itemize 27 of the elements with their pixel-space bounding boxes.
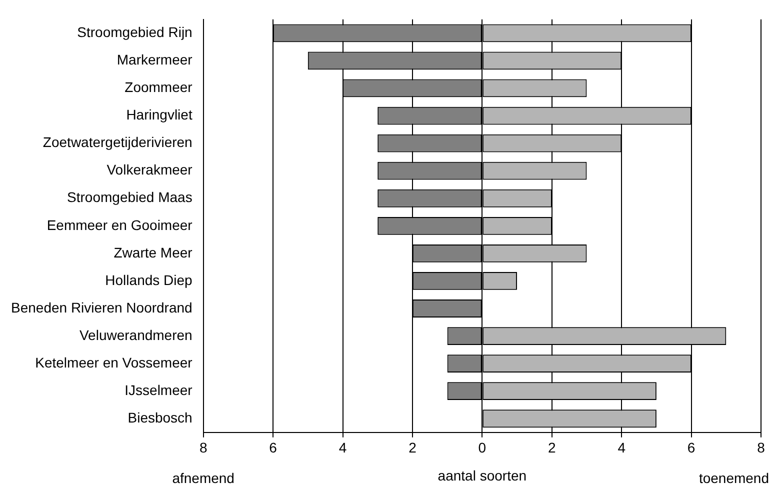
y-tick-label: Beneden Rivieren Noordrand (10, 299, 192, 316)
y-tick-label: Biesbosch (128, 409, 192, 426)
x-axis-title: aantal soorten (438, 467, 527, 484)
x-tick-label: 4 (338, 440, 347, 456)
x-tick-label: 8 (199, 440, 208, 456)
y-tick-label: Ketelmeer en Vossemeer (35, 354, 193, 370)
y-tick-label: Stroomgebied Rijn (77, 24, 192, 40)
y-tick-label: Hollands Diep (105, 272, 193, 288)
y-tick-label: Markermeer (116, 52, 193, 68)
x-tick-label: 0 (478, 440, 486, 456)
text: toenemend (698, 470, 770, 486)
x-tick-label: 4 (618, 440, 626, 456)
y-tick-label: Stroomgebied Maas (67, 189, 192, 206)
text: afnemend (172, 470, 234, 486)
y-tick-label: Zoommeer (124, 79, 193, 96)
y-tick-label: Eemmeer en Gooimeer (46, 216, 193, 233)
x-tick-label: 2 (408, 440, 417, 456)
y-tick-label: Volkerakmeer (106, 162, 193, 178)
y-tick-label: Zoetwatergetijderivieren (42, 134, 192, 150)
x-tick-label: 8 (757, 440, 766, 456)
y-tick-label: Haringvliet (126, 106, 192, 123)
x-tick-label: 2 (548, 440, 556, 456)
x-tick-label: 6 (269, 440, 278, 456)
y-tick-label: IJsselmeer (124, 382, 193, 398)
y-tick-label: Zwarte Meer (114, 244, 193, 260)
y-tick-label: Veluwerandmeren (79, 326, 192, 343)
x-tick-label: 6 (687, 440, 696, 456)
